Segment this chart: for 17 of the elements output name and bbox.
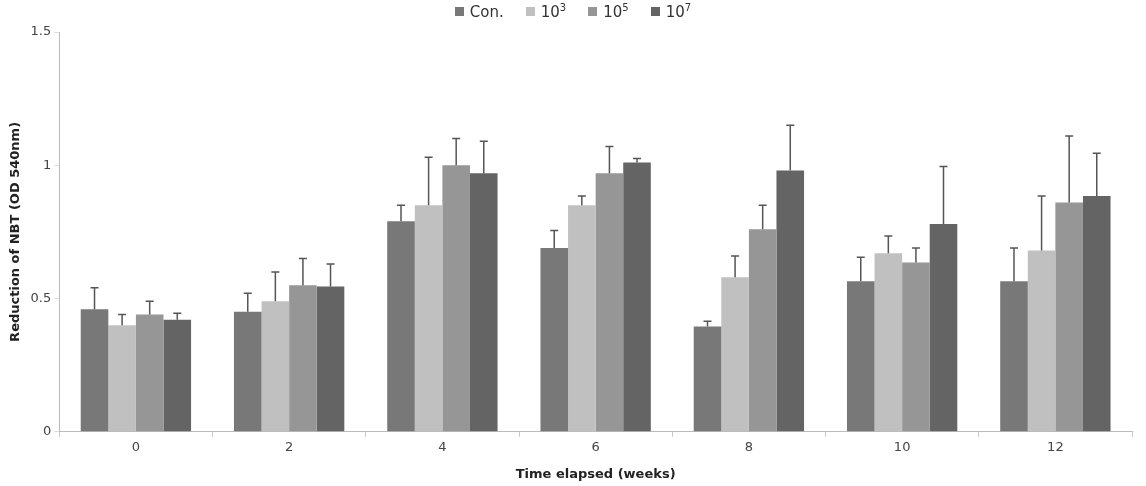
y-tick-label: 0.5 xyxy=(30,289,52,305)
x-tick-label: 12 xyxy=(1047,438,1064,454)
x-tick-label: 4 xyxy=(438,438,447,454)
legend-label: Con. xyxy=(469,2,504,21)
y-tick-label: 0 xyxy=(42,423,52,439)
x-tick-label: 10 xyxy=(893,438,911,454)
x-tick-label: 2 xyxy=(285,438,294,454)
y-axis-title: Reduction of NBT (OD 540nm) xyxy=(7,121,23,342)
x-tick-label: 6 xyxy=(591,438,600,454)
legend-label: 10$^{3}$ xyxy=(540,2,567,21)
legend-label: 10$^{7}$ xyxy=(665,2,692,21)
y-tick-label: 1.5 xyxy=(30,23,52,39)
x-tick-label: 8 xyxy=(744,438,754,454)
y-tick-label: 1 xyxy=(42,156,52,172)
x-tick-label: 0 xyxy=(131,438,141,454)
x-axis-title: Time elapsed (weeks) xyxy=(515,465,676,481)
legend-label: 10$^{5}$ xyxy=(603,2,629,21)
